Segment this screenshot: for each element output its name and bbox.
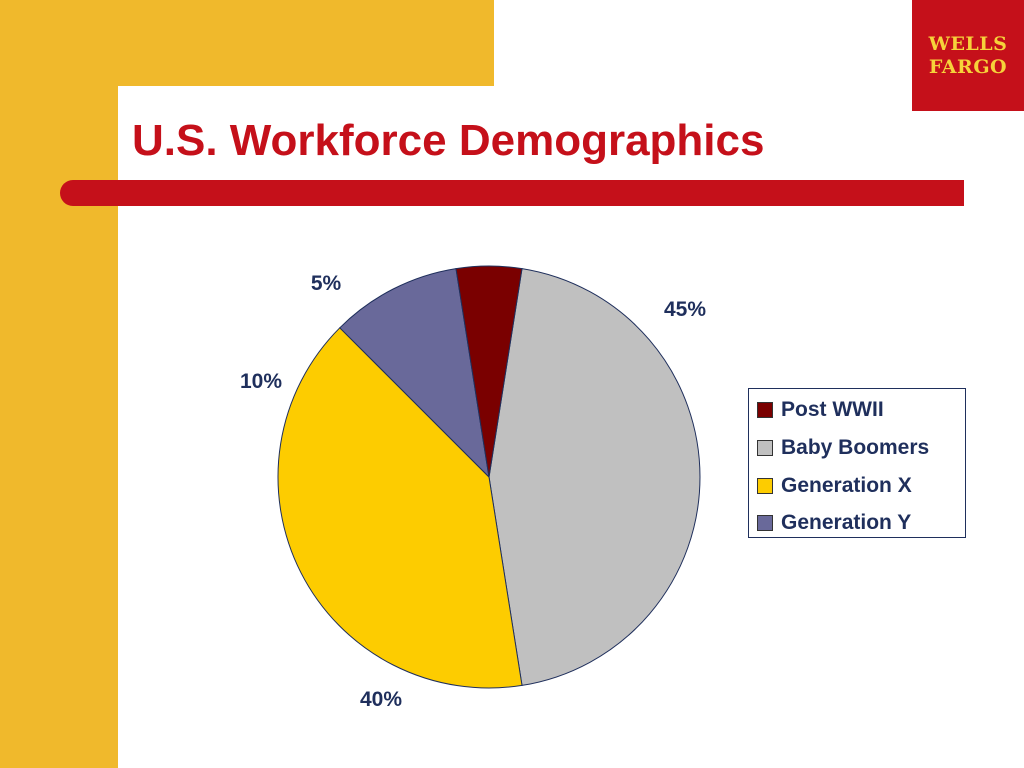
page-title: U.S. Workforce Demographics bbox=[132, 116, 765, 165]
legend-swatch bbox=[757, 440, 773, 456]
pie-slice-baby-boomers bbox=[488, 268, 701, 686]
legend-label: Baby Boomers bbox=[781, 436, 930, 459]
legend-item-generation-x: Generation X bbox=[757, 473, 912, 499]
pie-slice-generation-x bbox=[277, 327, 523, 689]
legend-item-post-wwii: Post WWII bbox=[757, 397, 884, 423]
pie-slice-post-wwii bbox=[455, 265, 523, 478]
legend-item-baby-boomers: Baby Boomers bbox=[757, 435, 929, 461]
wells-fargo-logo: WELLS FARGO bbox=[912, 0, 1024, 111]
legend-label: Generation X bbox=[781, 474, 912, 497]
slice-label-generation-y: 10% bbox=[240, 370, 282, 393]
legend-swatch bbox=[757, 515, 773, 531]
gold-top-band bbox=[0, 0, 494, 86]
legend-label: Generation Y bbox=[781, 511, 912, 534]
title-underline-bar bbox=[60, 180, 964, 206]
slice-label-baby-boomers: 45% bbox=[664, 298, 706, 321]
chart-legend: Post WWII Baby Boomers Generation X Generat… bbox=[748, 388, 966, 538]
pie-slice-generation-y bbox=[339, 268, 490, 479]
slice-label-post-wwii: 5% bbox=[311, 272, 342, 295]
slice-label-generation-x: 40% bbox=[360, 688, 402, 711]
legend-swatch bbox=[757, 402, 773, 418]
logo-line-1: WELLS bbox=[928, 33, 1008, 55]
legend-item-generation-y: Generation Y bbox=[757, 510, 911, 536]
gold-side-band bbox=[0, 0, 118, 768]
title-panel bbox=[118, 86, 964, 180]
legend-label: Post WWII bbox=[781, 398, 884, 421]
logo-line-2: FARGO bbox=[928, 56, 1008, 78]
legend-swatch bbox=[757, 478, 773, 494]
